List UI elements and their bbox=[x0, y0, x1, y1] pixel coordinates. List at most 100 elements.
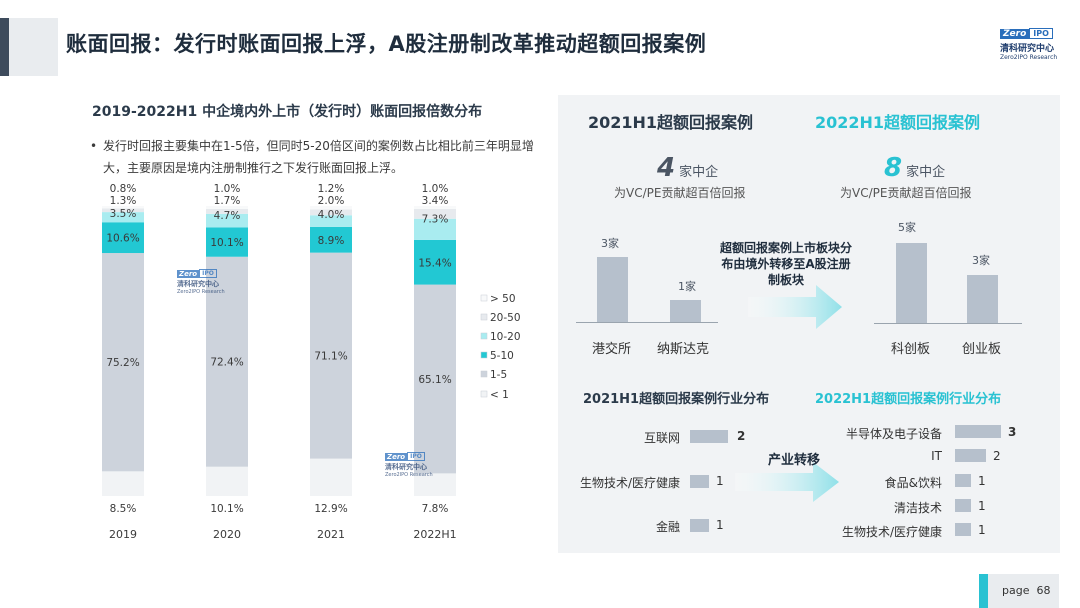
logo-cn: 清科研究中心 bbox=[385, 463, 427, 471]
legend-label: 1-5 bbox=[490, 369, 507, 381]
industry-2021-value-2: 1 bbox=[716, 518, 724, 532]
industry-2021-value-0: 2 bbox=[737, 429, 746, 443]
exchange-2022-bar-1 bbox=[967, 275, 998, 323]
bar-segment bbox=[206, 208, 248, 214]
bar-segment bbox=[206, 227, 248, 257]
industry-2021-value-1: 1 bbox=[716, 474, 724, 488]
page-accent-bar bbox=[979, 574, 988, 608]
legend-label: 5-10 bbox=[490, 350, 514, 362]
bar-label-20-50: 2.0% bbox=[318, 195, 345, 207]
logo-en: Zero2IPO Research bbox=[1000, 54, 1058, 61]
bar-segment bbox=[206, 256, 248, 467]
exchange-2021-label-1: 1家 bbox=[678, 280, 696, 293]
bar-label-lt1: 12.9% bbox=[314, 503, 347, 515]
bar-label-20-50: 1.7% bbox=[214, 195, 241, 207]
count-2022: 8 家中企 bbox=[884, 153, 945, 183]
exchange-2021-bar-1 bbox=[670, 300, 701, 322]
exchange-2022-label-0: 5家 bbox=[898, 221, 916, 234]
legend-label: 20-50 bbox=[490, 312, 521, 324]
logo-zero: Zero bbox=[385, 452, 408, 461]
bar-label-gt50: 1.2% bbox=[318, 183, 345, 195]
bar-segment bbox=[206, 206, 248, 209]
industry-2022-bar-0 bbox=[955, 425, 1001, 438]
logo-ipo: IPO bbox=[407, 452, 425, 461]
bar-label-5-10: 10.1% bbox=[210, 237, 243, 249]
logo-zero: Zero bbox=[177, 269, 200, 278]
logo-ipo: IPO bbox=[199, 269, 217, 278]
count-2022-unit: 家中企 bbox=[906, 165, 946, 180]
industry-2022-bar-1 bbox=[955, 449, 986, 462]
industry-2022-name-3: 清洁技术 bbox=[893, 501, 942, 515]
industry-2022-value-3: 1 bbox=[978, 499, 986, 513]
exchange-2022-name-1: 创业板 bbox=[962, 342, 1002, 357]
watermark-logo-2: Zero IPO 清科研究中心 Zero2IPO Research bbox=[385, 452, 433, 478]
industry-title-2022: 2022H1超额回报案例行业分布 bbox=[815, 392, 1002, 407]
industry-shift-label: 产业转移 bbox=[768, 453, 821, 468]
bar-segment bbox=[310, 226, 352, 253]
bar-label-1-5: 75.2% bbox=[106, 357, 139, 369]
logo-zero: Zero bbox=[1000, 28, 1030, 39]
industry-2021-name-2: 金融 bbox=[655, 520, 680, 534]
exchange-2021-baseline bbox=[576, 322, 718, 323]
legend-swatch bbox=[480, 294, 488, 302]
industry-2022-value-0: 3 bbox=[1008, 425, 1017, 439]
legend-swatch bbox=[480, 313, 488, 321]
logo-cn: 清科研究中心 bbox=[1000, 44, 1055, 54]
industry-2022-bar-3 bbox=[955, 499, 971, 512]
bullet-dot-icon: • bbox=[90, 139, 98, 153]
legend-swatch bbox=[480, 390, 488, 398]
industry-2022-value-4: 1 bbox=[978, 523, 986, 537]
industry-2022-bar-4 bbox=[955, 523, 971, 536]
bar-label-1-5: 71.1% bbox=[314, 351, 347, 363]
bar-segment bbox=[414, 218, 456, 240]
bar-segment bbox=[414, 239, 456, 285]
bar-segment bbox=[414, 284, 456, 474]
bar-segment bbox=[414, 208, 456, 219]
legend-swatch bbox=[480, 332, 488, 340]
bar-label-20-50: 1.3% bbox=[110, 195, 137, 207]
industry-shift-arrow-icon bbox=[735, 462, 839, 502]
bullet-note: • 发行时回报主要集中在1-5倍，但同时5-20倍区间的案例数占比相比前三年明显… bbox=[90, 135, 540, 179]
page-label: page bbox=[1002, 584, 1030, 597]
legend-swatch bbox=[480, 370, 488, 378]
bar-label-10-20: 4.7% bbox=[214, 210, 241, 222]
bar-segment bbox=[102, 253, 144, 472]
bar-segment bbox=[310, 252, 352, 459]
logo-en: Zero2IPO Research bbox=[385, 472, 433, 478]
title-accent-bar bbox=[0, 18, 9, 76]
count-2021-number: 4 bbox=[657, 153, 676, 183]
x-tick-label: 2019 bbox=[109, 528, 137, 541]
page-number-value: 68 bbox=[1036, 584, 1051, 597]
bar-segment bbox=[414, 473, 456, 496]
zero2ipo-logo: Zero IPO 清科研究中心 Zero2IPO Research bbox=[1000, 28, 1057, 61]
bar-segment bbox=[102, 222, 144, 254]
bar-label-5-10: 15.4% bbox=[418, 257, 451, 269]
industry-2021-bar-2 bbox=[690, 519, 709, 532]
count-2022-sub: 为VC/PE贡献超百倍回报 bbox=[840, 186, 972, 200]
x-tick-label: 2021 bbox=[317, 528, 345, 541]
chart-title: 2019-2022H1 中企境内外上市（发行时）账面回报倍数分布 bbox=[92, 104, 483, 120]
page-title: 账面回报：发行时账面回报上浮，A股注册制改革推动超额回报案例 bbox=[66, 32, 707, 56]
industry-2022-value-2: 1 bbox=[978, 474, 986, 488]
transfer-arrow-icon bbox=[748, 285, 842, 329]
bar-segment bbox=[102, 212, 144, 223]
industry-2021-bar-1 bbox=[690, 475, 709, 488]
legend-label: < 1 bbox=[490, 389, 509, 401]
x-tick-label: 2020 bbox=[213, 528, 241, 541]
industry-2022-name-0: 半导体及电子设备 bbox=[845, 427, 942, 441]
bar-label-gt50: 0.8% bbox=[110, 183, 137, 195]
bar-segment bbox=[310, 215, 352, 227]
bar-label-gt50: 1.0% bbox=[214, 183, 241, 195]
bar-segment bbox=[310, 458, 352, 496]
count-2021-sub: 为VC/PE贡献超百倍回报 bbox=[614, 186, 746, 200]
bar-label-5-10: 8.9% bbox=[318, 235, 345, 247]
bar-label-20-50: 3.4% bbox=[422, 195, 449, 207]
bar-label-1-5: 65.1% bbox=[418, 374, 451, 386]
count-2021-unit: 家中企 bbox=[679, 165, 719, 180]
bar-segment bbox=[310, 206, 352, 210]
bar-segment bbox=[206, 466, 248, 496]
legend-label: 10-20 bbox=[490, 331, 521, 343]
title-2022h1-cases: 2022H1超额回报案例 bbox=[815, 113, 981, 132]
bar-label-lt1: 10.1% bbox=[210, 503, 243, 515]
stacked-bar-chart: 8.5% 75.2% 10.6% 0.8%1.3%3.5% 2019 10.1% 72.4%… bbox=[102, 183, 521, 541]
